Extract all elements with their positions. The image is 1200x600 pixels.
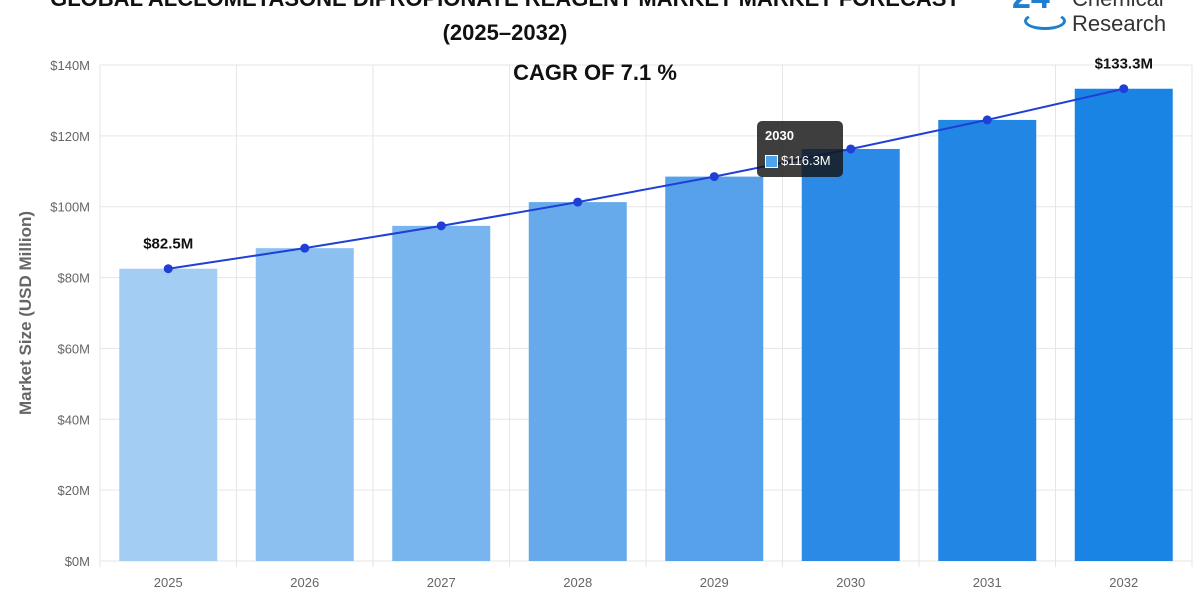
chart-trend-line [163,84,1129,274]
bar-2030 [801,148,900,562]
data-label-2032: $133.3M [1095,56,1153,73]
chart-title-line2: (2025–2032) [442,20,568,45]
x-tick-label: 2030 [836,575,865,590]
y-tick-label: $60M [57,341,90,356]
x-axis-ticks: 2025 2026 2027 2028 2029 2030 2031 2032 [154,575,1138,590]
trend-point-2027 [436,221,446,231]
data-label-2025: $82.5M [143,236,193,253]
cagr-label: CAGR OF 7.1 % [513,60,677,85]
trend-point-2031 [982,115,992,125]
bar-2029 [665,176,764,561]
chart-tooltip: 2030 $116.3M [757,121,843,177]
tooltip-year: 2030 [765,128,794,143]
y-axis-ticks: $0M $20M $40M $60M $80M $100M $120M $140M [50,58,90,569]
y-tick-label: $100M [50,200,90,215]
y-tick-label: $80M [57,271,90,286]
bar-2027 [392,225,491,562]
chart-bars [119,88,1173,562]
x-tick-label: 2027 [427,575,456,590]
x-tick-label: 2032 [1109,575,1138,590]
bar-2031 [938,119,1037,562]
company-logo: 24 Chemical Research [1010,0,1200,40]
y-tick-label: $120M [50,129,90,144]
trend-line [168,87,1124,270]
trend-point-2028 [573,197,583,207]
y-tick-label: $20M [57,483,90,498]
x-tick-label: 2028 [563,575,592,590]
x-tick-label: 2031 [973,575,1002,590]
chart-title-line1: GLOBAL ALCLOMETASONE DIPROPIONATE REAGEN… [0,0,1010,12]
trend-point-2025 [163,264,173,274]
y-tick-label: $40M [57,412,90,427]
trend-point-2026 [300,243,310,253]
logo-text-research: Research [1072,11,1167,36]
trend-point-2029 [709,172,719,182]
x-tick-label: 2025 [154,575,183,590]
trend-point-2030 [846,144,856,154]
bar-2026 [255,248,354,561]
logo-text-chemical: Chemical [1072,0,1164,12]
logo-ring-icon [1024,12,1066,30]
bar-2025 [119,268,218,561]
data-labels: $82.5M $133.3M [143,56,1153,253]
y-axis-label: Market Size (USD Million) [16,211,35,415]
trend-point-2032 [1119,84,1129,94]
x-tick-label: 2029 [700,575,729,590]
x-tick-label: 2026 [290,575,319,590]
tooltip-swatch [765,155,778,168]
bar-2032 [1074,88,1173,561]
y-tick-label: $0M [65,554,90,569]
bar-2028 [528,202,627,561]
y-tick-label: $140M [50,58,90,73]
tooltip-value: $116.3M [781,153,831,168]
